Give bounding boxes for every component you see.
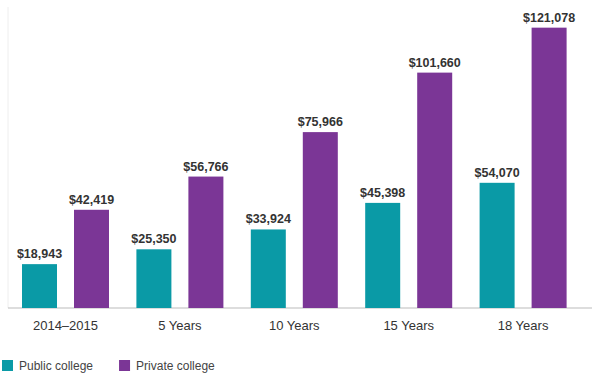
data-label: $54,070 xyxy=(475,166,520,180)
bar xyxy=(188,177,223,308)
bar xyxy=(22,264,57,308)
data-label: $45,398 xyxy=(360,186,405,200)
x-tick-label: 15 Years xyxy=(383,318,434,333)
bar xyxy=(136,249,171,308)
data-label: $121,078 xyxy=(523,11,575,25)
data-label: $75,966 xyxy=(298,115,343,129)
data-label: $101,660 xyxy=(409,56,461,70)
bars xyxy=(22,28,567,308)
legend-swatch xyxy=(119,360,130,371)
bar xyxy=(74,210,109,308)
data-label: $33,924 xyxy=(246,212,291,226)
chart: $18,943 $25,350 $33,924 $45,398 $54,070 $42,4… xyxy=(0,0,600,385)
data-label: $42,419 xyxy=(69,193,114,207)
y-axis-line xyxy=(8,7,9,308)
bar xyxy=(480,183,515,308)
x-tick-label: 5 Years xyxy=(158,318,202,333)
bar xyxy=(417,73,452,308)
bar xyxy=(251,229,286,308)
legend-label: Private college xyxy=(136,359,215,373)
bar xyxy=(365,203,400,308)
data-label: $18,943 xyxy=(17,247,62,261)
data-label: $25,350 xyxy=(131,232,176,246)
bar xyxy=(532,28,567,308)
bar xyxy=(303,132,338,308)
x-tick-label: 18 Years xyxy=(498,318,549,333)
x-tick-label: 2014–2015 xyxy=(33,318,98,333)
legend-label: Public college xyxy=(19,359,93,373)
legend-swatch xyxy=(2,360,13,371)
x-tick-label: 10 Years xyxy=(269,318,320,333)
data-label: $56,766 xyxy=(183,160,228,174)
